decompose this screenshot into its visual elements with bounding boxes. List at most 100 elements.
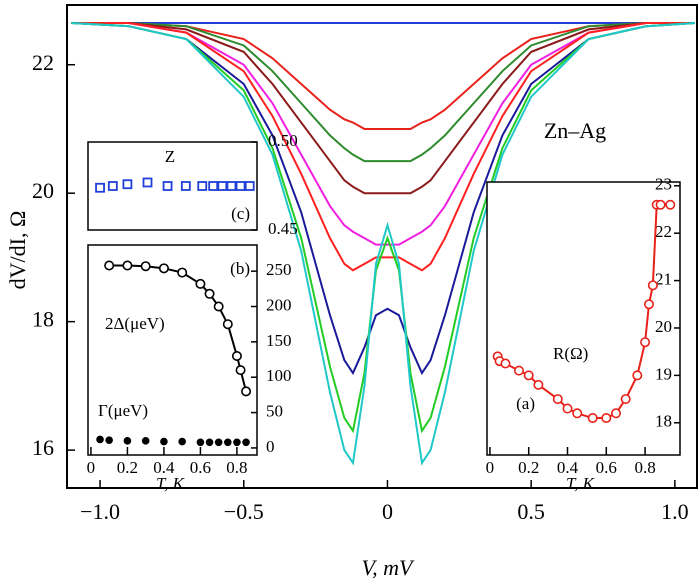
data-point (514, 365, 525, 376)
data-point (214, 438, 223, 447)
plot-frame (486, 181, 681, 456)
panel-label: (c) (231, 204, 250, 223)
x-tick-label: 0.5 (517, 499, 545, 524)
x-tick-label: 0.2 (117, 458, 138, 477)
x-tick-label: 0 (87, 458, 96, 477)
data-point (572, 408, 583, 419)
data-point (665, 199, 676, 210)
data-point (162, 181, 173, 191)
series-label: 2Δ(μeV) (105, 314, 165, 333)
data-point (562, 403, 573, 414)
x-tick-label: 0 (382, 499, 393, 524)
data-point (105, 436, 113, 444)
data-point (226, 181, 237, 191)
data-point (96, 435, 104, 444)
x-tick-label: 0.6 (190, 458, 211, 477)
data-point (244, 181, 255, 191)
series-label: R(Ω) (553, 344, 588, 363)
x-tick-label: −1.0 (80, 499, 120, 524)
y-tick-label: 18 (32, 307, 54, 332)
x-axis-label: T, K (566, 474, 596, 493)
data-point (177, 267, 188, 278)
y-axis-label: Z (165, 147, 175, 166)
data-line (71, 21, 695, 246)
plot-frame (87, 244, 258, 456)
y-tick-label: 23 (655, 175, 672, 194)
data-point (122, 179, 133, 190)
data-line (71, 21, 695, 272)
y-tick-label: 22 (32, 50, 54, 75)
x-tick-label: 0.4 (153, 458, 175, 477)
data-point (235, 365, 246, 376)
y-tick-label: 18 (655, 412, 672, 431)
x-axis-label: T, K (156, 474, 186, 493)
data-line (71, 21, 695, 163)
data-point (223, 438, 232, 447)
data-point (95, 182, 105, 193)
data-point (142, 177, 153, 188)
data-line (71, 21, 695, 130)
x-tick-label: 0.2 (518, 458, 539, 477)
data-point (241, 386, 252, 397)
data-point (523, 370, 534, 381)
data-point (195, 278, 206, 289)
data-line (71, 21, 696, 376)
data-point (104, 260, 115, 271)
x-tick-label: 1.0 (661, 499, 689, 524)
series-label: Γ(μeV) (98, 401, 148, 420)
y-axis-label: dV/dI, Ω (5, 211, 30, 290)
data-point (620, 394, 631, 405)
data-point (140, 261, 151, 272)
data-point (197, 181, 208, 191)
x-tick-label: 0.4 (557, 458, 579, 477)
x-tick-label: 0.8 (634, 458, 655, 477)
data-point (231, 351, 242, 362)
data-point (632, 370, 643, 381)
x-axis-label: V, mV (362, 555, 415, 580)
data-point (647, 280, 658, 291)
y-tick-label: 0 (266, 437, 275, 456)
y-tick-label: 16 (32, 435, 54, 460)
data-point (158, 263, 169, 274)
data-point (141, 437, 150, 445)
x-tick-label: 0.8 (226, 458, 247, 477)
annotation: Zn–Ag (544, 118, 606, 143)
data-point (180, 181, 191, 191)
data-point (235, 181, 246, 191)
data-line (71, 21, 695, 195)
plot-area (96, 260, 252, 447)
panel-label: (b) (230, 259, 250, 278)
data-point (552, 394, 563, 405)
data-line (71, 21, 696, 466)
data-point (204, 288, 215, 299)
data-point (217, 181, 228, 191)
data-point (208, 181, 219, 191)
data-point (205, 438, 214, 447)
plot-area (95, 177, 255, 193)
y-tick-label: 200 (266, 295, 292, 314)
y-tick-label: 100 (266, 366, 292, 385)
data-point (242, 438, 250, 447)
data-point (122, 260, 133, 271)
data-point (640, 337, 651, 348)
data-point (160, 437, 168, 446)
y-tick-label: 21 (655, 269, 672, 288)
y-tick-label: 50 (266, 401, 283, 420)
x-tick-label: −0.5 (224, 499, 264, 524)
data-point (601, 413, 612, 424)
data-point (213, 301, 224, 312)
data-point (587, 413, 598, 424)
plot-area (492, 199, 676, 424)
panel-label: (a) (516, 394, 535, 413)
data-line (71, 21, 696, 434)
x-tick-label: 0.6 (596, 458, 617, 477)
data-point (643, 299, 654, 310)
data-point (533, 379, 544, 390)
y-tick-label: 150 (266, 331, 292, 350)
y-tick-label: 20 (32, 178, 54, 203)
data-point (222, 319, 233, 330)
data-point (500, 358, 511, 369)
x-tick-label: 0 (486, 458, 495, 477)
y-tick-label: 22 (655, 222, 672, 241)
